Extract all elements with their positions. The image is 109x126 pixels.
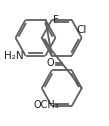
Text: OCH₃: OCH₃ bbox=[34, 100, 60, 110]
Text: F: F bbox=[53, 15, 59, 25]
Text: H₂N: H₂N bbox=[4, 51, 23, 61]
Text: O: O bbox=[46, 58, 54, 68]
Text: Cl: Cl bbox=[77, 25, 87, 35]
